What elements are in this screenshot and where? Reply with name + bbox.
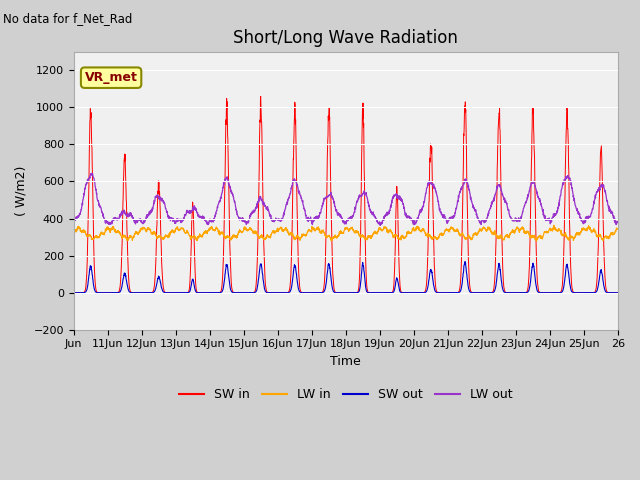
SW in [172, 290, 180, 296]
LW in [541, 229, 548, 235]
X-axis label: Time: Time [330, 355, 361, 368]
LW in [550, 222, 557, 228]
SW out [461, 259, 469, 264]
LW in [532, 238, 540, 244]
LW out [614, 219, 622, 225]
Text: No data for f_Net_Rad: No data for f_Net_Rad [3, 12, 132, 25]
LW out [541, 214, 548, 220]
LW in [509, 229, 517, 235]
SW out [242, 290, 250, 296]
LW out [379, 217, 387, 223]
Title: Short/Long Wave Radiation: Short/Long Wave Radiation [234, 29, 458, 48]
SW in [541, 290, 548, 296]
LW in [614, 226, 622, 232]
SW out [510, 290, 518, 296]
LW out [242, 219, 250, 225]
LW in [378, 227, 386, 233]
Legend: SW in, LW in, SW out, LW out: SW in, LW in, SW out, LW out [173, 383, 518, 406]
LW out [510, 217, 518, 223]
SW out [614, 290, 622, 296]
Line: SW in: SW in [74, 96, 618, 293]
SW in [607, 290, 614, 296]
SW in [242, 290, 250, 296]
Line: SW out: SW out [74, 262, 618, 293]
LW out [607, 208, 614, 214]
LW in [607, 231, 614, 237]
SW in [70, 290, 77, 296]
SW in [124, 265, 132, 271]
Line: LW out: LW out [74, 173, 618, 226]
SW in [614, 290, 622, 296]
SW out [70, 290, 77, 296]
SW out [379, 290, 387, 296]
SW in [379, 290, 387, 296]
Y-axis label: ( W/m2): ( W/m2) [15, 166, 28, 216]
LW out [125, 213, 132, 218]
LW in [70, 226, 77, 231]
SW out [172, 290, 180, 296]
LW out [70, 218, 77, 224]
Line: LW in: LW in [74, 225, 618, 241]
SW in [257, 94, 264, 99]
LW out [88, 170, 95, 176]
SW out [541, 290, 548, 296]
SW in [510, 290, 518, 296]
SW out [124, 286, 132, 292]
LW in [124, 236, 132, 241]
LW out [376, 223, 384, 228]
Text: VR_met: VR_met [84, 71, 138, 84]
LW in [242, 225, 250, 230]
SW out [607, 290, 614, 296]
